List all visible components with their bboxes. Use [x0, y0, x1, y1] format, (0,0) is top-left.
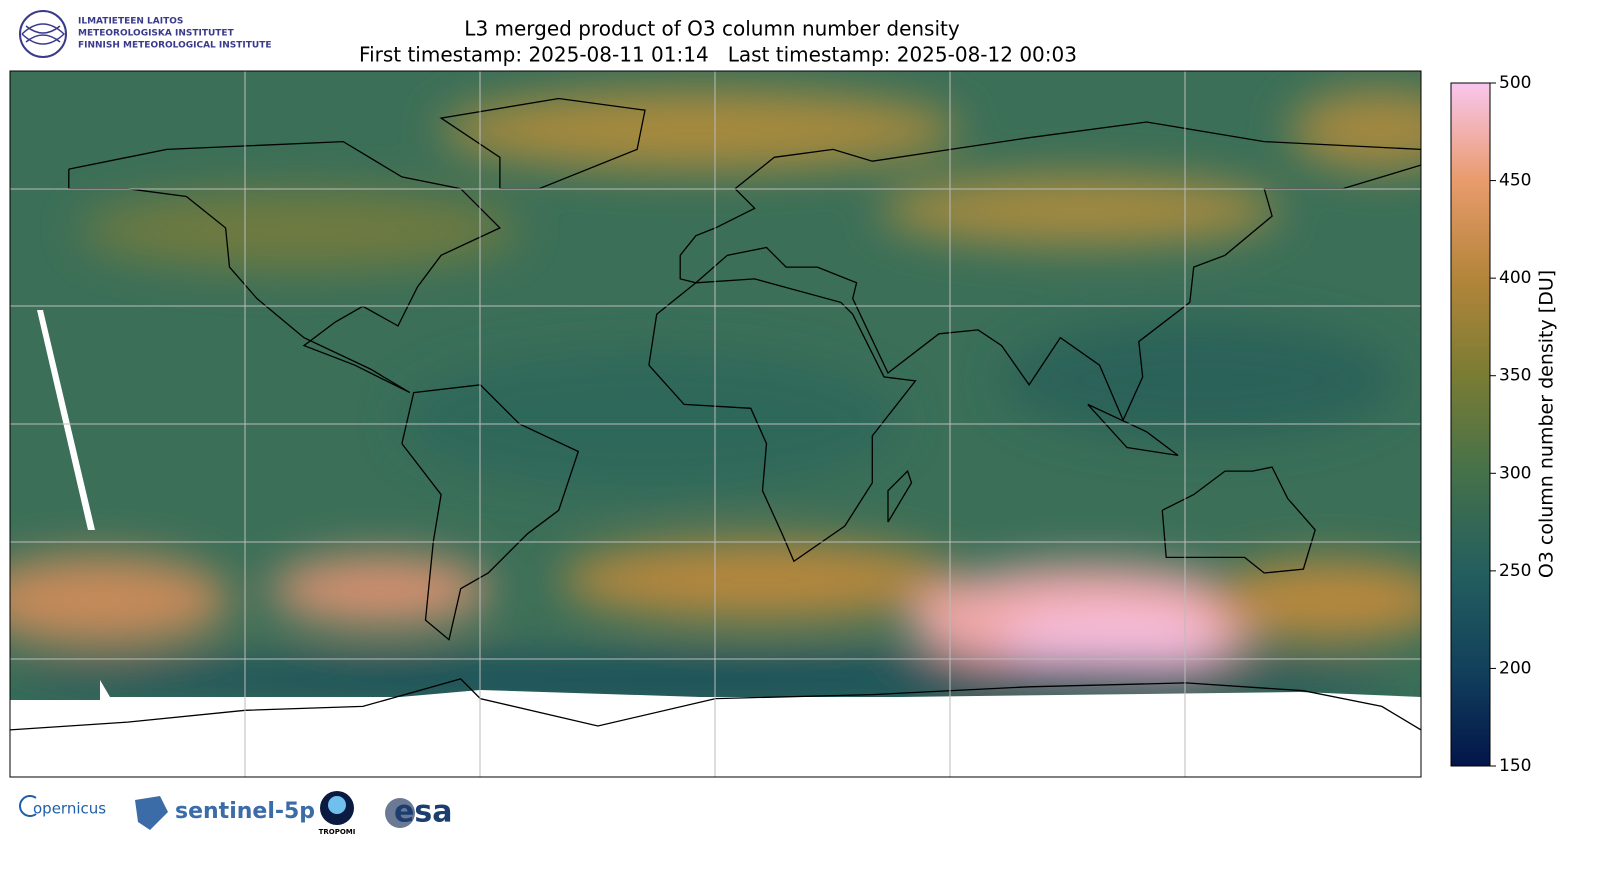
footer-logos: opernicus sentinel-5p TROPOMI esa: [19, 791, 452, 836]
coastline: [1087, 403, 1179, 457]
colorbar-tick-label: 300: [1499, 463, 1531, 483]
colorbar-tick-label: 450: [1499, 171, 1531, 191]
colorbar-tick-label: 500: [1499, 73, 1531, 93]
colorbar-ramp: [1450, 82, 1491, 767]
coastlines: [10, 97, 1421, 731]
coastline: [887, 469, 913, 523]
colorbar-tick-label: 150: [1499, 756, 1531, 776]
map-frame: [9, 70, 1422, 778]
tropomi-logo: TROPOMI: [319, 828, 356, 836]
colorbar-tick-label: 350: [1499, 366, 1531, 386]
coastline: [648, 278, 917, 563]
coastline: [401, 384, 580, 641]
fmi-logo: ILMATIETEEN LAITOS METEOROLOGISKA INSTIT…: [19, 10, 272, 58]
logo-text: FINNISH METEOROLOGICAL INSTITUTE: [78, 41, 272, 51]
logo-text: ILMATIETEEN LAITOS: [78, 17, 183, 27]
coastline: [1161, 466, 1316, 574]
coastline: [68, 140, 502, 394]
coastline: [439, 97, 646, 190]
colorbar-tick-label: 400: [1499, 268, 1531, 288]
subtitle: First timestamp: 2025-08-11 01:14 Last t…: [359, 43, 1077, 67]
copernicus-logo: opernicus: [33, 800, 106, 818]
colorbar: 150 200 250 300 350 400 450 500: [1450, 73, 1531, 776]
coastline: [10, 678, 1421, 731]
graticule: [10, 71, 1421, 777]
colorbar-tick-label: 250: [1499, 561, 1531, 581]
ozone-field: [10, 90, 1421, 700]
sentinel-logo: sentinel-5p: [175, 799, 315, 824]
no-data: [37, 310, 95, 530]
colorbar-label: O3 column number density [DU]: [1536, 270, 1558, 578]
map: [10, 71, 1421, 777]
colorbar-tick-label: 200: [1499, 658, 1531, 678]
coastline: [679, 121, 1421, 422]
esa-logo: esa: [394, 795, 452, 830]
title: L3 merged product of O3 column number de…: [464, 17, 960, 41]
logo-text: METEOROLOGISKA INSTITUTET: [78, 29, 235, 39]
